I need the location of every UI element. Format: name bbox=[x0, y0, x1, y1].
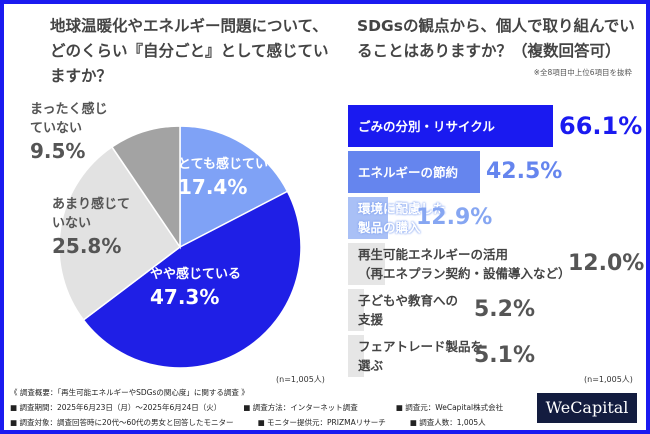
bar-title: SDGsの観点から、個人で取り組んでいることはありますか？（複数回答可） bbox=[357, 17, 635, 60]
pie-label: まったく感じていない 9.5% bbox=[30, 100, 110, 164]
pie-label: やや感じている 47.3% bbox=[150, 265, 241, 310]
bar-value: 5.2% bbox=[474, 297, 536, 322]
monitor-provider: ■ モニター提供元：PRIZMAリサーチ bbox=[257, 418, 386, 427]
bar bbox=[348, 105, 553, 147]
pie-slice bbox=[179, 125, 289, 249]
pie-title: 地球温暖化やエネルギー問題について、どのくらい『自分ごと』として感じていますか？ bbox=[50, 17, 329, 85]
bar-label-line: （再エネプラン契約・設備導入など） bbox=[358, 266, 571, 281]
bar-label: フェアトレード製品を 選ぶ bbox=[358, 337, 483, 375]
pie-label-text: まったく感じていない bbox=[30, 102, 108, 136]
bar-label: 環境に配慮した 製品の購入 bbox=[358, 199, 446, 237]
bar-value: 66.1% bbox=[559, 112, 643, 140]
bar-label-line: エネルギーの節約 bbox=[358, 164, 459, 180]
bar-value: 12.9% bbox=[416, 205, 493, 230]
pie-value: 9.5% bbox=[30, 139, 86, 163]
pie-sample-size: (n=1,005人) bbox=[276, 375, 325, 384]
bar-label: エネルギーの節約 bbox=[358, 163, 458, 182]
bar-label-line: 製品の購入 bbox=[358, 220, 421, 235]
bar-label-line: フェアトレード製品を bbox=[358, 339, 484, 354]
pie-slice bbox=[110, 125, 181, 250]
bar bbox=[348, 243, 386, 285]
bar-label-line: 選ぶ bbox=[358, 358, 384, 373]
footer-heading: 《 調査概要：「再生可能エネルギーやSDGsの関心度」に関する調査 》 bbox=[10, 388, 249, 397]
bar-label: ごみの分別・リサイクル bbox=[358, 117, 495, 136]
bar bbox=[348, 151, 480, 193]
pie-label: とても感じている 17.4% bbox=[178, 155, 281, 200]
survey-target: ■ 調査対象：調査回答時に20代～60代の男女と回答したモニター bbox=[10, 418, 234, 427]
bar-sample-size: (n=1,005人) bbox=[584, 375, 633, 384]
survey-count: ■ 調査人数：1,005人 bbox=[409, 418, 486, 427]
pie-label-text: とても感じている bbox=[178, 157, 281, 172]
pie-slice bbox=[82, 190, 302, 369]
survey-period: ■ 調査期間：2025年6月23日（月）～2025年6月24日（火） bbox=[10, 403, 222, 412]
bar-value: 12.0% bbox=[568, 251, 645, 276]
pie-label: あまり感じていない 25.8% bbox=[52, 195, 132, 259]
bar-label-line: 子どもや教育への bbox=[358, 293, 459, 308]
bar-label: 子どもや教育への 支援 bbox=[358, 291, 458, 329]
pie-value: 17.4% bbox=[178, 175, 248, 199]
bar-label: 再生可能エネルギーの活用 （再エネプラン契約・設備導入など） bbox=[358, 245, 571, 283]
pie-value: 47.3% bbox=[150, 285, 220, 309]
footer-row-1: ■ 調査期間：2025年6月23日（月）～2025年6月24日（火） ■ 調査方法… bbox=[10, 402, 521, 413]
bar-label-line: ごみの分別・リサイクル bbox=[358, 118, 495, 134]
bar-value: 5.1% bbox=[474, 343, 536, 368]
bar bbox=[348, 335, 364, 377]
bar bbox=[348, 197, 388, 239]
bar-label-line: 環境に配慮した bbox=[358, 201, 446, 216]
pie-value: 25.8% bbox=[52, 234, 122, 258]
footer-row-2: ■ 調査対象：調査回答時に20代～60代の男女と回答したモニター ■ モニター提供… bbox=[10, 417, 504, 428]
pie-label-text: あまり感じていない bbox=[52, 197, 131, 231]
pie-label-text: やや感じている bbox=[150, 267, 242, 282]
survey-source: ■ 調査元：WeCapital株式会社 bbox=[395, 403, 504, 412]
wecapital-logo: WeCapital bbox=[537, 393, 637, 423]
bar-note: ※全8項目中上位6項目を抜粋 bbox=[533, 68, 632, 77]
bar-label-line: 支援 bbox=[358, 312, 384, 327]
survey-method: ■ 調査方法：インターネット調査 bbox=[243, 403, 358, 412]
bar bbox=[348, 289, 365, 331]
bar-value: 42.5% bbox=[486, 159, 563, 184]
bar-label-line: 再生可能エネルギーの活用 bbox=[358, 247, 509, 262]
pie-slice bbox=[58, 145, 182, 322]
